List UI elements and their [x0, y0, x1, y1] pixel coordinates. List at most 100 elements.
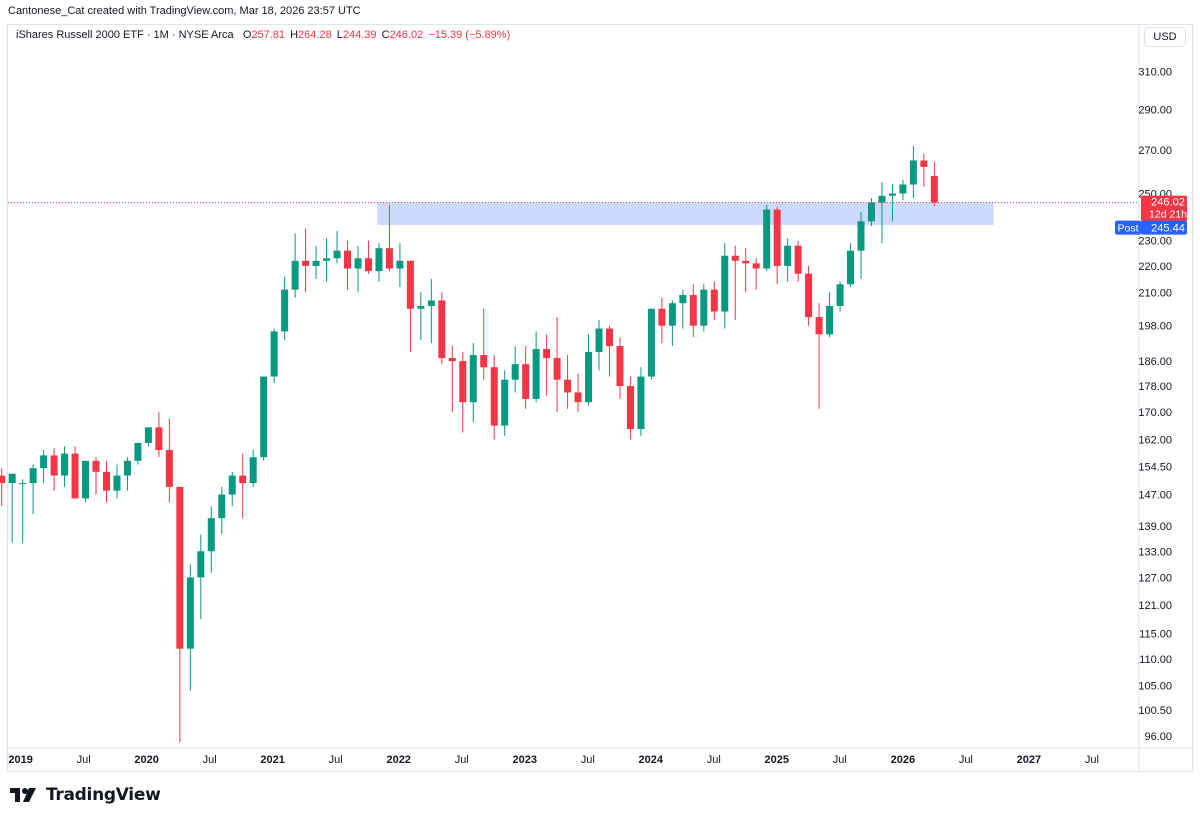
candle-body — [930, 176, 938, 203]
candle-body — [0, 475, 6, 484]
x-tick-label: Jul — [1085, 754, 1099, 766]
candle-body — [71, 453, 79, 499]
candle-body — [291, 260, 299, 290]
candle-body — [176, 486, 184, 649]
candle-body — [333, 250, 341, 259]
y-tick-label: 139.00 — [1138, 521, 1172, 533]
candle-body — [364, 258, 372, 272]
candle-body — [553, 358, 561, 380]
candle-body — [857, 221, 865, 251]
post-tag-label: Post — [1117, 223, 1138, 235]
candle-body — [585, 352, 593, 403]
low-value: 244.39 — [342, 29, 377, 41]
x-tick-label: 2020 — [134, 754, 158, 766]
candle-body — [260, 376, 268, 458]
x-tick-label: Jul — [833, 754, 847, 766]
candle-body — [742, 260, 750, 264]
candle-body — [270, 331, 278, 377]
candle-body — [375, 248, 383, 272]
symbol-name: iShares Russell 2000 ETF · 1M · NYSE Arc… — [16, 29, 234, 41]
candle-body — [867, 202, 875, 222]
x-tick-label: Jul — [203, 754, 217, 766]
candle-body — [888, 193, 896, 196]
y-tick-label: 198.00 — [1138, 321, 1172, 333]
candle-body — [113, 475, 121, 491]
candle-body — [794, 245, 802, 274]
x-tick-label: 2021 — [260, 754, 284, 766]
candle-body — [909, 160, 917, 185]
y-tick-label: 220.00 — [1138, 261, 1172, 273]
y-tick-label: 170.00 — [1138, 407, 1172, 419]
candle-body — [543, 349, 551, 359]
candle-body — [668, 303, 676, 326]
candle-body — [836, 284, 844, 306]
currency-button[interactable]: USD — [1144, 27, 1186, 47]
change-value: −15.39 (−5.89%) — [428, 29, 511, 41]
low-label: L — [336, 29, 343, 41]
resistance-zone — [377, 202, 994, 225]
high-value: 264.28 — [298, 29, 332, 41]
candle-body — [637, 376, 645, 430]
candle-body — [249, 457, 257, 484]
candle-body — [679, 295, 687, 304]
tradingview-logo-icon — [10, 788, 36, 802]
close-value: 246.02 — [389, 29, 424, 41]
y-tick-label: 162.00 — [1138, 434, 1172, 446]
candle-body — [752, 263, 760, 269]
post-price-badge — [1141, 220, 1187, 235]
candle-body — [522, 364, 530, 399]
bar-countdown-label: 12d 21h — [1149, 209, 1187, 221]
candle-body — [459, 361, 467, 403]
candle-body — [784, 245, 792, 266]
x-tick-label: 2025 — [765, 754, 789, 766]
post-price-label: 245.44 — [1151, 223, 1185, 235]
candle-body — [448, 358, 456, 362]
candle-body — [490, 367, 498, 426]
candle-body — [239, 475, 247, 484]
candle-body — [312, 260, 320, 266]
candle-body — [123, 460, 131, 476]
candle-body — [197, 551, 205, 578]
candle-body — [763, 209, 771, 269]
candle-body — [920, 160, 928, 167]
y-tick-label: 186.00 — [1138, 356, 1172, 368]
candle-body — [511, 364, 519, 380]
last-price-badge — [1141, 195, 1187, 222]
candle-body — [165, 450, 173, 487]
open-label: O — [242, 29, 252, 41]
candle-body — [731, 255, 739, 261]
candle-body — [19, 483, 27, 485]
candle-body — [605, 328, 613, 347]
candle-body — [396, 260, 404, 269]
x-tick-label: 2027 — [1017, 754, 1041, 766]
candle-body — [134, 442, 142, 461]
candle-body — [102, 471, 110, 491]
candle-body — [92, 460, 100, 472]
open-value: 257.81 — [251, 29, 286, 41]
candle-body — [826, 305, 834, 335]
candle-body — [218, 494, 226, 519]
close-label: C — [381, 29, 390, 41]
candle-body — [616, 346, 624, 387]
candle-body — [710, 289, 718, 312]
x-tick-label: Jul — [707, 754, 721, 766]
candle-body — [595, 328, 603, 353]
candle-body — [29, 468, 37, 484]
candle-body — [155, 427, 163, 451]
candle-body — [815, 317, 823, 335]
chart-frame — [7, 24, 1193, 772]
candle-body — [8, 473, 16, 484]
y-tick-label: 105.00 — [1138, 680, 1172, 692]
candle-body — [302, 260, 310, 266]
x-tick-label: Jul — [581, 754, 595, 766]
candle-body — [50, 455, 58, 476]
candle-body — [773, 209, 781, 266]
x-tick-label: 2023 — [512, 754, 536, 766]
y-tick-label: 178.00 — [1138, 381, 1172, 393]
candle-body — [626, 386, 634, 430]
candle-body — [438, 300, 446, 359]
candle-body — [700, 289, 708, 326]
tradingview-brand[interactable]: TradingView — [10, 784, 161, 806]
candle-body — [82, 460, 90, 499]
